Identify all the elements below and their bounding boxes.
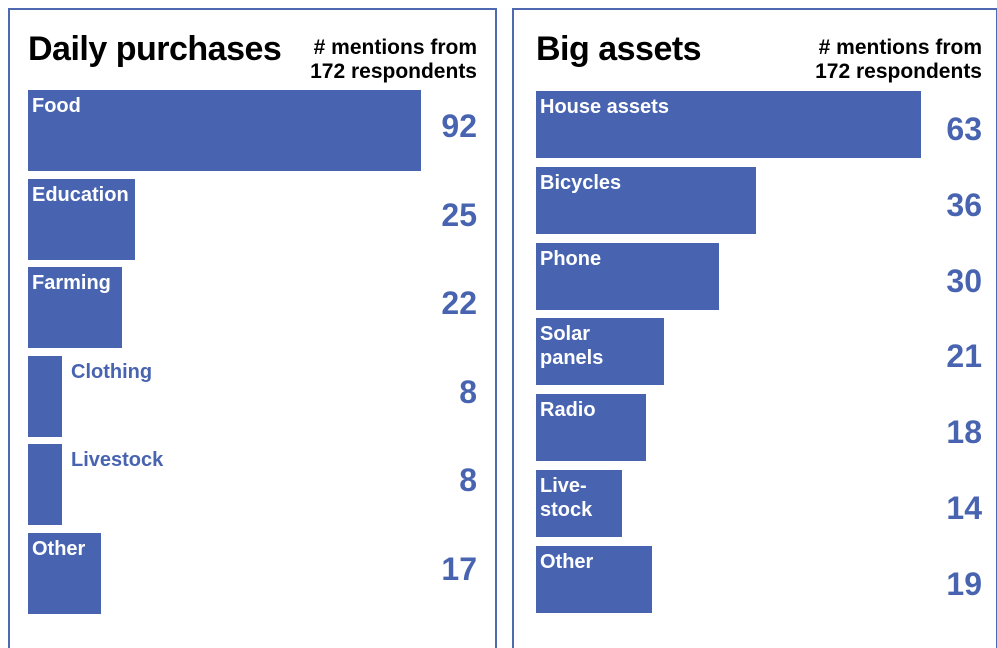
category-label: House assets bbox=[540, 96, 669, 118]
bar bbox=[28, 444, 62, 525]
category-label: Solar panels bbox=[540, 323, 604, 370]
value-label: 14 bbox=[946, 490, 982, 526]
daily-purchases-panel: Daily purchases # mentions from 172 resp… bbox=[8, 8, 497, 648]
bar bbox=[536, 91, 921, 158]
subtitle-line: # mentions from bbox=[313, 36, 477, 59]
big-assets-panel: Big assets # mentions from 172 responden… bbox=[512, 8, 997, 648]
bar bbox=[28, 355, 62, 437]
value-label: 22 bbox=[441, 285, 477, 321]
value-label: 92 bbox=[441, 108, 477, 144]
chart-subtitle: # mentions from 172 respondents bbox=[310, 36, 477, 84]
chart-title: Big assets bbox=[536, 30, 702, 68]
value-label: 17 bbox=[441, 550, 477, 587]
category-label: Other bbox=[540, 550, 594, 573]
value-label: 8 bbox=[459, 462, 477, 498]
bar bbox=[536, 394, 646, 462]
value-label: 63 bbox=[946, 111, 982, 147]
subtitle-line: # mentions from bbox=[818, 36, 982, 59]
category-label: Farming bbox=[32, 272, 111, 294]
category-label: Livestock bbox=[71, 449, 164, 471]
value-label: 21 bbox=[946, 338, 982, 375]
category-label: Radio bbox=[540, 399, 596, 422]
subtitle-line: 172 respondents bbox=[815, 60, 982, 83]
category-label: Bicycles bbox=[540, 171, 622, 194]
bar bbox=[28, 178, 135, 260]
bar bbox=[28, 532, 101, 614]
value-label: 18 bbox=[946, 414, 982, 451]
value-label: 25 bbox=[441, 196, 477, 233]
bar bbox=[536, 318, 664, 386]
chart-subtitle: # mentions from 172 respondents bbox=[815, 36, 982, 84]
value-label: 30 bbox=[946, 262, 982, 299]
bar bbox=[28, 267, 122, 348]
bar bbox=[536, 166, 756, 234]
bar bbox=[536, 470, 622, 537]
value-label: 36 bbox=[946, 186, 982, 223]
category-label: Live-stock bbox=[540, 475, 593, 521]
category-label: Other bbox=[32, 537, 86, 560]
value-label: 8 bbox=[459, 373, 477, 410]
bar bbox=[28, 90, 421, 171]
bar bbox=[536, 242, 719, 310]
subtitle-line: 172 respondents bbox=[310, 60, 477, 83]
category-label: Clothing bbox=[71, 360, 153, 383]
value-label: 19 bbox=[946, 565, 982, 602]
bar bbox=[536, 545, 652, 613]
chart-title: Daily purchases bbox=[28, 30, 282, 68]
category-label: Education bbox=[32, 183, 129, 206]
category-label: Phone bbox=[540, 247, 602, 270]
category-label: Food bbox=[32, 95, 81, 117]
